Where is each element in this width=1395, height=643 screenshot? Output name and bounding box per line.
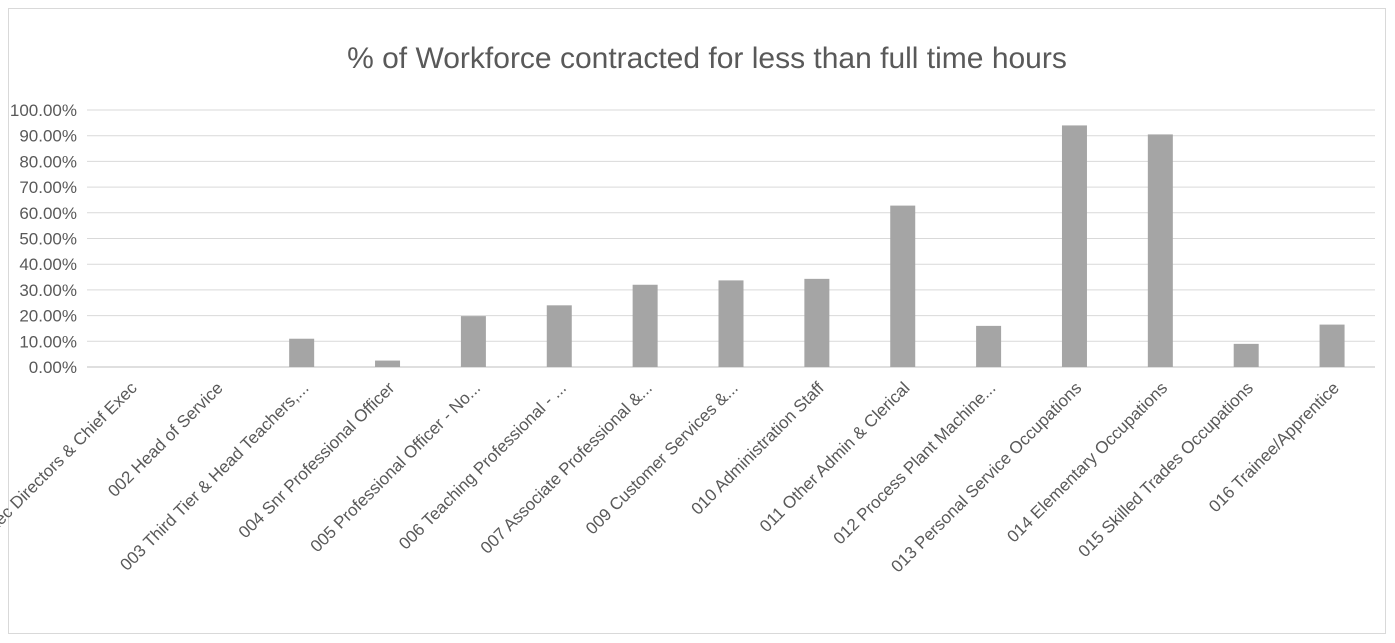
bar bbox=[1319, 324, 1345, 367]
y-axis-ticks: 0.00% 10.00% 20.00% 30.00% 40.00% 50.00% 60.00… bbox=[10, 101, 77, 377]
bar bbox=[718, 280, 744, 367]
x-category-label: 015 Skilled Trades Occupations bbox=[1075, 378, 1257, 560]
y-tick-label: 60.00% bbox=[19, 204, 77, 223]
bar bbox=[375, 360, 401, 367]
bar bbox=[890, 205, 916, 367]
x-category-label: 012 Process Plant Machine... bbox=[830, 378, 1000, 548]
y-tick-label: 20.00% bbox=[19, 307, 77, 326]
bar bbox=[289, 338, 315, 367]
bar bbox=[1061, 125, 1087, 367]
y-tick-label: 40.00% bbox=[19, 255, 77, 274]
y-tick-label: 80.00% bbox=[19, 152, 77, 171]
x-category-label: 013 Personal Service Occupations bbox=[887, 378, 1085, 576]
y-tick-label: 70.00% bbox=[19, 178, 77, 197]
x-category-label: 006 Teaching Professional - ... bbox=[395, 378, 570, 553]
x-category-label: 011 Other Admin & Clerical bbox=[756, 378, 914, 536]
x-category-label: 009 Customer Services &... bbox=[582, 378, 742, 538]
bar bbox=[460, 316, 486, 367]
y-tick-label: 90.00% bbox=[19, 127, 77, 146]
chart-title: % of Workforce contracted for less than … bbox=[347, 42, 1067, 75]
bars bbox=[289, 125, 1345, 367]
bar bbox=[804, 278, 830, 367]
bar bbox=[632, 284, 658, 367]
bar bbox=[1233, 343, 1259, 367]
y-tick-label: 100.00% bbox=[10, 101, 77, 120]
bar bbox=[1147, 134, 1173, 367]
y-tick-label: 30.00% bbox=[19, 281, 77, 300]
x-category-label: 014 Elementary Occupations bbox=[1003, 378, 1171, 546]
y-tick-label: 10.00% bbox=[19, 332, 77, 351]
x-category-label: 005 Professional Officer - No... bbox=[307, 378, 485, 556]
x-category-label: 003 Third Tier & Head Teachers,... bbox=[116, 378, 312, 574]
y-tick-label: 0.00% bbox=[29, 358, 77, 377]
bar bbox=[546, 305, 572, 367]
bar bbox=[976, 325, 1002, 367]
x-category-label: 004 Snr Professional Officer bbox=[235, 378, 399, 542]
y-tick-label: 50.00% bbox=[19, 230, 77, 249]
x-category-label: 007 Associate Professional &... bbox=[477, 378, 656, 557]
